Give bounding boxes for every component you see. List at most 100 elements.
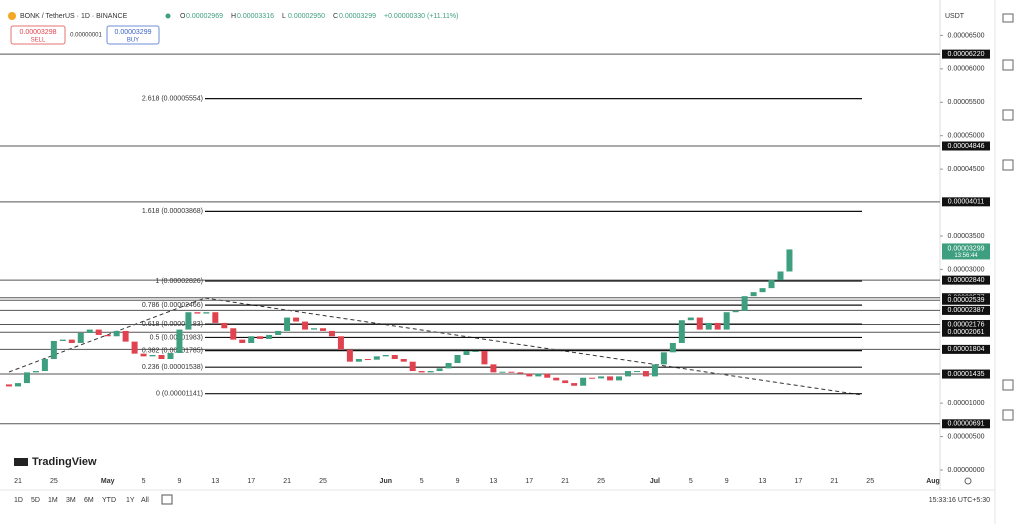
y-tick-label: 0.00005000 [948,133,985,140]
candle [436,368,443,372]
price-badge-label: 0.00002840 [948,277,985,284]
candle [364,359,371,361]
candle [68,339,75,343]
y-tick-label: 0.00001000 [948,400,985,407]
candle [50,340,57,360]
candle [616,376,623,381]
candle [328,330,335,337]
candle [293,317,300,322]
date-range-icon[interactable] [161,494,173,505]
x-tick-label: Aug [926,478,940,485]
candle [705,322,712,330]
sell-label: SELL [31,38,46,44]
price-badge [942,295,990,305]
timeframe-button[interactable]: 1M [48,497,58,504]
x-tick-label: Jun [380,478,392,485]
timeframe-button[interactable]: YTD [102,497,116,504]
sidebar-icon[interactable] [1002,109,1014,121]
candle [517,372,524,374]
candle [230,328,237,340]
candle [194,312,201,314]
candle [580,377,587,386]
sidebar-icon[interactable] [1002,59,1014,71]
last-price-badge [942,243,990,260]
timeframe-button[interactable]: 5D [31,497,40,504]
candle [535,373,542,377]
x-tick-label: 21 [830,478,838,485]
candle [355,359,362,362]
buy-button[interactable] [106,25,160,45]
sidebar-icon[interactable] [1002,379,1014,391]
candle [122,330,129,342]
price-badge-label: 0.00004846 [948,143,985,150]
y-tick-label: 0.00003000 [948,266,985,273]
price-badge [942,197,990,207]
x-tick-label: 17 [247,478,255,485]
x-tick-label: 13 [490,478,498,485]
y-tick-label: 0.00004500 [948,166,985,173]
price-badge-label: 0.00000691 [948,421,985,428]
candle [14,383,21,387]
fib-label: 1.618 (0.00003868) [142,208,203,215]
candle [158,355,165,360]
ohlc-key: L [282,13,286,20]
x-tick-label: 25 [319,478,327,485]
fib-label: 2.618 (0.00005554) [142,96,203,103]
settings-icon[interactable] [964,477,972,485]
y-tick-label: 0.00006000 [948,66,985,73]
status-dot [165,13,171,19]
price-badge-label: 0.00006220 [948,51,985,58]
ohlc-value: 0.00003316 [237,13,274,20]
price-badge [942,369,990,379]
fib-label: 0.236 (0.00001538) [142,364,203,371]
ohlc-value: 0.00002969 [186,13,223,20]
fib-label: 0.618 (0.00002183) [142,321,203,328]
y-tick-label: 0.00006500 [948,32,985,39]
candle [696,317,703,330]
timeframe-button[interactable]: 1D [14,497,23,504]
x-tick-label: 21 [14,478,22,485]
sidebar-icon[interactable] [1002,13,1014,23]
spread: 0.00000001 [70,33,102,39]
timeframe-button[interactable]: All [141,497,149,504]
sidebar-icon[interactable] [1002,159,1014,171]
x-tick-label: 5 [420,478,424,485]
candle [571,383,578,386]
candle [104,334,111,337]
candle [319,328,326,331]
candle [624,371,631,377]
candle [275,330,282,335]
price-badge [942,419,990,429]
x-tick-label: 5 [689,478,693,485]
candle [750,292,757,297]
candle [768,280,775,289]
sidebar-icon[interactable] [1002,409,1014,421]
timeframe-button[interactable]: 6M [84,497,94,504]
x-tick-label: May [101,478,115,485]
candle [553,377,560,381]
x-tick-label: 17 [795,478,803,485]
buy-price: 0.00003299 [115,29,152,36]
candle [23,372,30,384]
y-tick-label: 0.00000500 [948,433,985,440]
x-tick-label: 5 [142,478,146,485]
sell-button[interactable] [10,25,66,45]
candle [651,364,658,377]
candle [642,371,649,377]
candle [284,317,291,331]
timeframe-button[interactable]: 1Y [126,497,135,504]
candle [589,377,596,379]
candle [723,312,730,330]
candle [678,320,685,343]
candle [185,312,192,330]
timeframe-button[interactable]: 3M [66,497,76,504]
price-badge-label: 0.00002176 [948,321,985,328]
fib-label: 0.5 (0.00001983) [150,334,203,341]
x-tick-label: 9 [725,478,729,485]
candle [257,336,264,339]
x-tick-label: Jul [650,478,660,485]
candle [203,312,210,314]
ohlc-value: 0.00003299 [339,13,376,20]
candle [391,355,398,360]
